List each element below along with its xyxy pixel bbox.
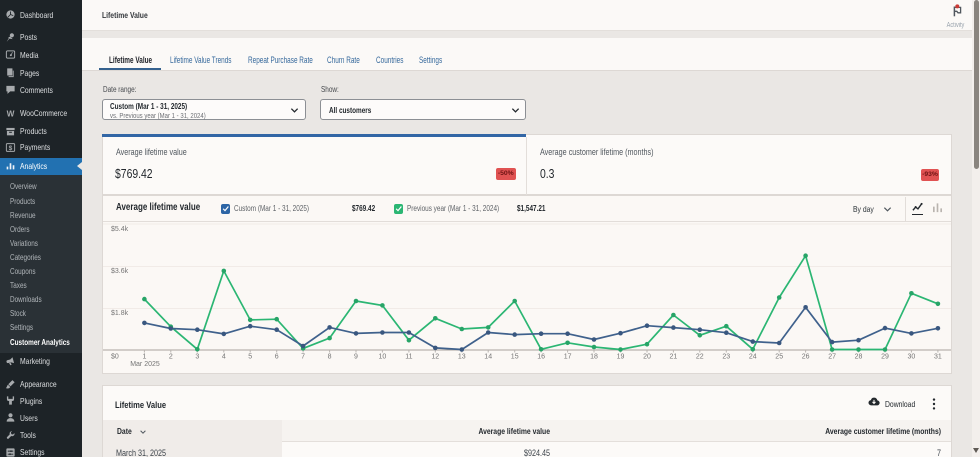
svg-text:7: 7 — [301, 354, 305, 361]
svg-text:30: 30 — [908, 354, 916, 361]
svg-text:6: 6 — [275, 354, 279, 361]
svg-text:2: 2 — [169, 354, 173, 361]
svg-text:17: 17 — [564, 354, 572, 361]
svg-text:$0: $0 — [111, 354, 119, 361]
svg-text:3: 3 — [195, 354, 199, 361]
svg-text:15: 15 — [511, 354, 519, 361]
svg-text:$5.4k: $5.4k — [111, 226, 129, 233]
svg-text:10: 10 — [379, 354, 387, 361]
svg-text:$: $ — [9, 145, 13, 152]
svg-text:$3.6k: $3.6k — [111, 268, 129, 275]
svg-text:9: 9 — [354, 354, 358, 361]
svg-text:21: 21 — [670, 354, 678, 361]
svg-text:12: 12 — [431, 354, 439, 361]
svg-text:23: 23 — [722, 354, 730, 361]
svg-text:25: 25 — [775, 354, 783, 361]
svg-text:29: 29 — [881, 354, 889, 361]
svg-text:5: 5 — [248, 354, 252, 361]
svg-text:Mar 2025: Mar 2025 — [130, 361, 160, 368]
svg-text:27: 27 — [828, 354, 836, 361]
svg-text:28: 28 — [855, 354, 863, 361]
svg-text:20: 20 — [643, 354, 651, 361]
svg-text:8: 8 — [328, 354, 332, 361]
svg-text:1: 1 — [142, 354, 146, 361]
svg-text:24: 24 — [749, 354, 757, 361]
svg-text:14: 14 — [484, 354, 492, 361]
svg-text:13: 13 — [458, 354, 466, 361]
svg-text:19: 19 — [617, 354, 625, 361]
svg-text:11: 11 — [405, 354, 412, 361]
svg-text:26: 26 — [802, 354, 810, 361]
svg-text:4: 4 — [222, 354, 226, 361]
svg-text:16: 16 — [537, 354, 545, 361]
svg-text:W: W — [7, 109, 15, 118]
svg-text:$1.8k: $1.8k — [111, 310, 129, 317]
svg-text:18: 18 — [590, 354, 598, 361]
svg-text:31: 31 — [934, 354, 942, 361]
svg-text:22: 22 — [696, 354, 704, 361]
